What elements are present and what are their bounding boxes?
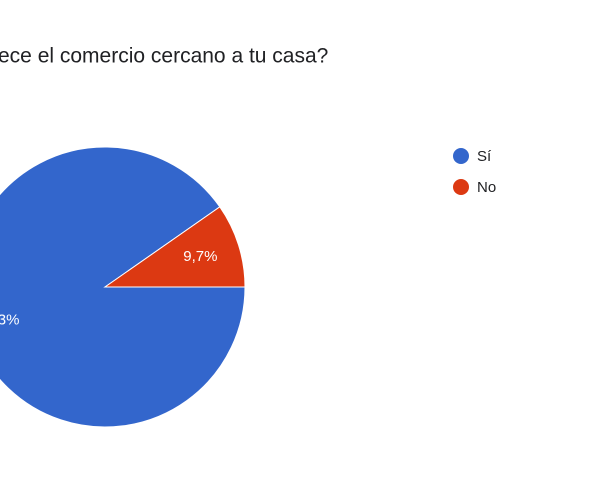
pie-slice: [0, 146, 246, 428]
legend-label: Sí: [477, 148, 492, 165]
slice-label: 90,3%: [0, 312, 19, 329]
pie-slice: [103, 206, 246, 288]
chart-title: ece el comercio cercano a tu casa?: [0, 45, 328, 68]
legend-marker: [453, 148, 469, 164]
legend-label: No: [477, 179, 496, 196]
slice-label: 9,7%: [183, 248, 217, 265]
legend-marker: [453, 179, 469, 195]
